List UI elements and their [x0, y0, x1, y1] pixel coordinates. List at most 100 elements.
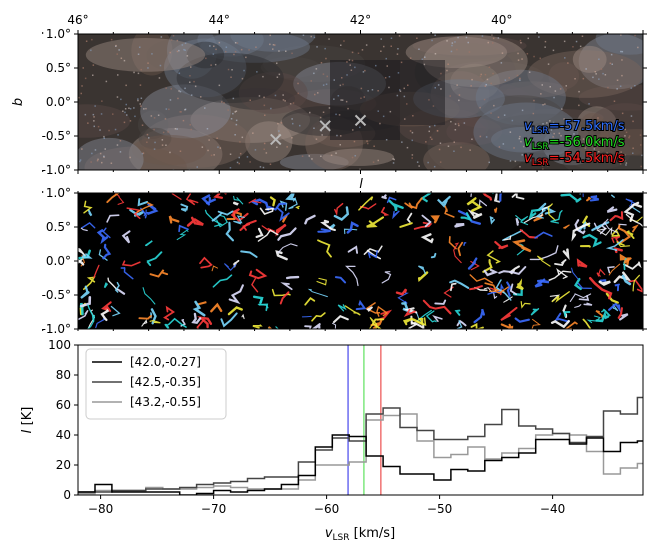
- filament-segment: [619, 313, 629, 321]
- rgb-noise-pixel: [585, 68, 587, 70]
- filament-segment: [420, 233, 434, 244]
- rgb-noise-pixel: [385, 139, 388, 141]
- rgb-noise-pixel: [470, 85, 472, 87]
- rgb-noise-pixel: [125, 84, 127, 87]
- rgb-noise-pixel: [230, 76, 232, 78]
- filament-segment: [106, 214, 120, 223]
- rgb-noise-pixel: [580, 126, 582, 129]
- filament-segment: [489, 216, 495, 225]
- rgb-noise-pixel: [272, 48, 274, 50]
- rgb-noise-pixel: [232, 97, 235, 100]
- rgb-noise-pixel: [169, 51, 171, 54]
- rgb-cloud-patch: [78, 137, 144, 170]
- rgb-noise-pixel: [184, 87, 186, 90]
- rgb-noise-pixel: [483, 98, 486, 101]
- filament-segment: [358, 196, 374, 211]
- rgb-noise-pixel: [513, 147, 515, 149]
- rgb-bottom-axis-ticks: [42, 170, 644, 174]
- rgb-noise-pixel: [621, 74, 623, 77]
- rgb-noise-pixel: [347, 107, 349, 110]
- filament-segment: [280, 282, 293, 291]
- rgb-cloud-patch: [477, 95, 564, 136]
- filament-segment: [443, 286, 454, 298]
- rgb-noise-pixel: [227, 68, 230, 71]
- filament-panel: 1.0° 0.5° 0.0° -0.5° -1.0°: [42, 186, 647, 336]
- x-axis-tick-label: −70: [201, 502, 226, 516]
- rgb-noise-pixel: [210, 154, 213, 157]
- rgb-noise-pixel: [297, 92, 299, 95]
- rgb-noise-pixel: [590, 139, 593, 142]
- rgb-cloud-patch: [439, 61, 544, 90]
- filament-segment: [81, 222, 96, 229]
- rgb-noise-pixel: [621, 112, 624, 115]
- filament-segment: [332, 322, 337, 329]
- rgb-noise-pixel: [377, 110, 379, 112]
- filament-segment: [86, 320, 95, 329]
- rgb-noise-pixel: [380, 50, 382, 52]
- rgb-noise-pixel: [354, 66, 356, 69]
- rgb-noise-pixel: [604, 74, 607, 76]
- filament-segment: [277, 227, 297, 241]
- top-axis-tick-label: 40°: [491, 13, 512, 27]
- rgb-cloud-patch: [563, 135, 631, 170]
- rgb-noise-pixel: [235, 123, 238, 126]
- rgb-noise-pixel: [411, 139, 413, 142]
- rgb-noise-pixel: [399, 89, 401, 91]
- rgb-noise-pixel: [613, 100, 616, 102]
- rgb-noise-pixel: [352, 129, 354, 131]
- rgb-noise-pixel: [594, 71, 596, 73]
- rgb-noise-pixel: [176, 39, 179, 42]
- rgb-noise-pixel: [559, 88, 562, 90]
- rgb-noise-pixel: [302, 34, 305, 36]
- filament-segment: [328, 223, 336, 230]
- filament-segment: [121, 230, 131, 244]
- rgb-noise-pixel: [97, 158, 99, 161]
- rgb-noise-pixel: [504, 79, 507, 81]
- filament-segment: [176, 229, 189, 241]
- rgb-noise-pixel: [639, 134, 642, 136]
- rgb-noise-pixel: [411, 131, 414, 134]
- rgb-noise-pixel: [454, 129, 457, 131]
- filament-segment: [196, 319, 205, 329]
- filament-segment: [240, 250, 258, 258]
- rgb-noise-pixel: [236, 42, 239, 44]
- rgb-noise-pixel: [142, 152, 145, 154]
- filament-segment: [178, 224, 189, 233]
- rgb-noise-pixel: [624, 128, 626, 131]
- filament-segment: [494, 241, 509, 250]
- filament-segment: [307, 288, 328, 298]
- filament-segment: [583, 302, 593, 306]
- rgb-noise-pixel: [501, 52, 504, 54]
- filament-segment: [551, 291, 570, 303]
- rgb-noise-pixel: [213, 45, 215, 47]
- svg-text:[42.5,-0.35]: [42.5,-0.35]: [130, 375, 201, 389]
- rgb-noise-pixel: [424, 56, 426, 58]
- filament-segment: [205, 196, 217, 205]
- rgb-noise-pixel: [184, 108, 187, 111]
- rgb-noise-pixel: [521, 109, 524, 112]
- rgb-noise-pixel: [567, 62, 569, 64]
- spectrum-panel: −80 −70 −60 −50 −40 0 20 40 60 80 100 [42.0,-0.27…: [20, 338, 644, 543]
- filament-segment: [430, 252, 437, 259]
- rgb-noise-pixel: [317, 92, 319, 94]
- rgb-noise-pixel: [519, 77, 521, 80]
- rgb-noise-pixel: [94, 149, 97, 151]
- rgb-cloud-patch: [85, 38, 206, 72]
- filament-segment: [623, 261, 642, 270]
- y-axis-tick-label: 0: [63, 488, 71, 502]
- filament-segment: [276, 207, 290, 222]
- rgb-noise-pixel: [141, 152, 144, 155]
- rgb-noise-pixel: [492, 72, 494, 75]
- filament-segment: [81, 253, 93, 259]
- rgb-noise-pixel: [340, 135, 342, 137]
- rgb-noise-pixel: [176, 128, 178, 130]
- rgb-noise-pixel: [254, 149, 257, 151]
- rgb-noise-pixel: [297, 82, 299, 85]
- rgb-noise-pixel: [451, 44, 453, 47]
- rgb-noise-pixel: [540, 93, 542, 95]
- rgb-noise-pixel: [640, 165, 642, 168]
- rgb-noise-pixel: [594, 120, 596, 122]
- rgb-cloud-patch: [222, 88, 296, 110]
- filament-segment: [579, 244, 591, 248]
- rgb-noise-pixel: [447, 145, 450, 147]
